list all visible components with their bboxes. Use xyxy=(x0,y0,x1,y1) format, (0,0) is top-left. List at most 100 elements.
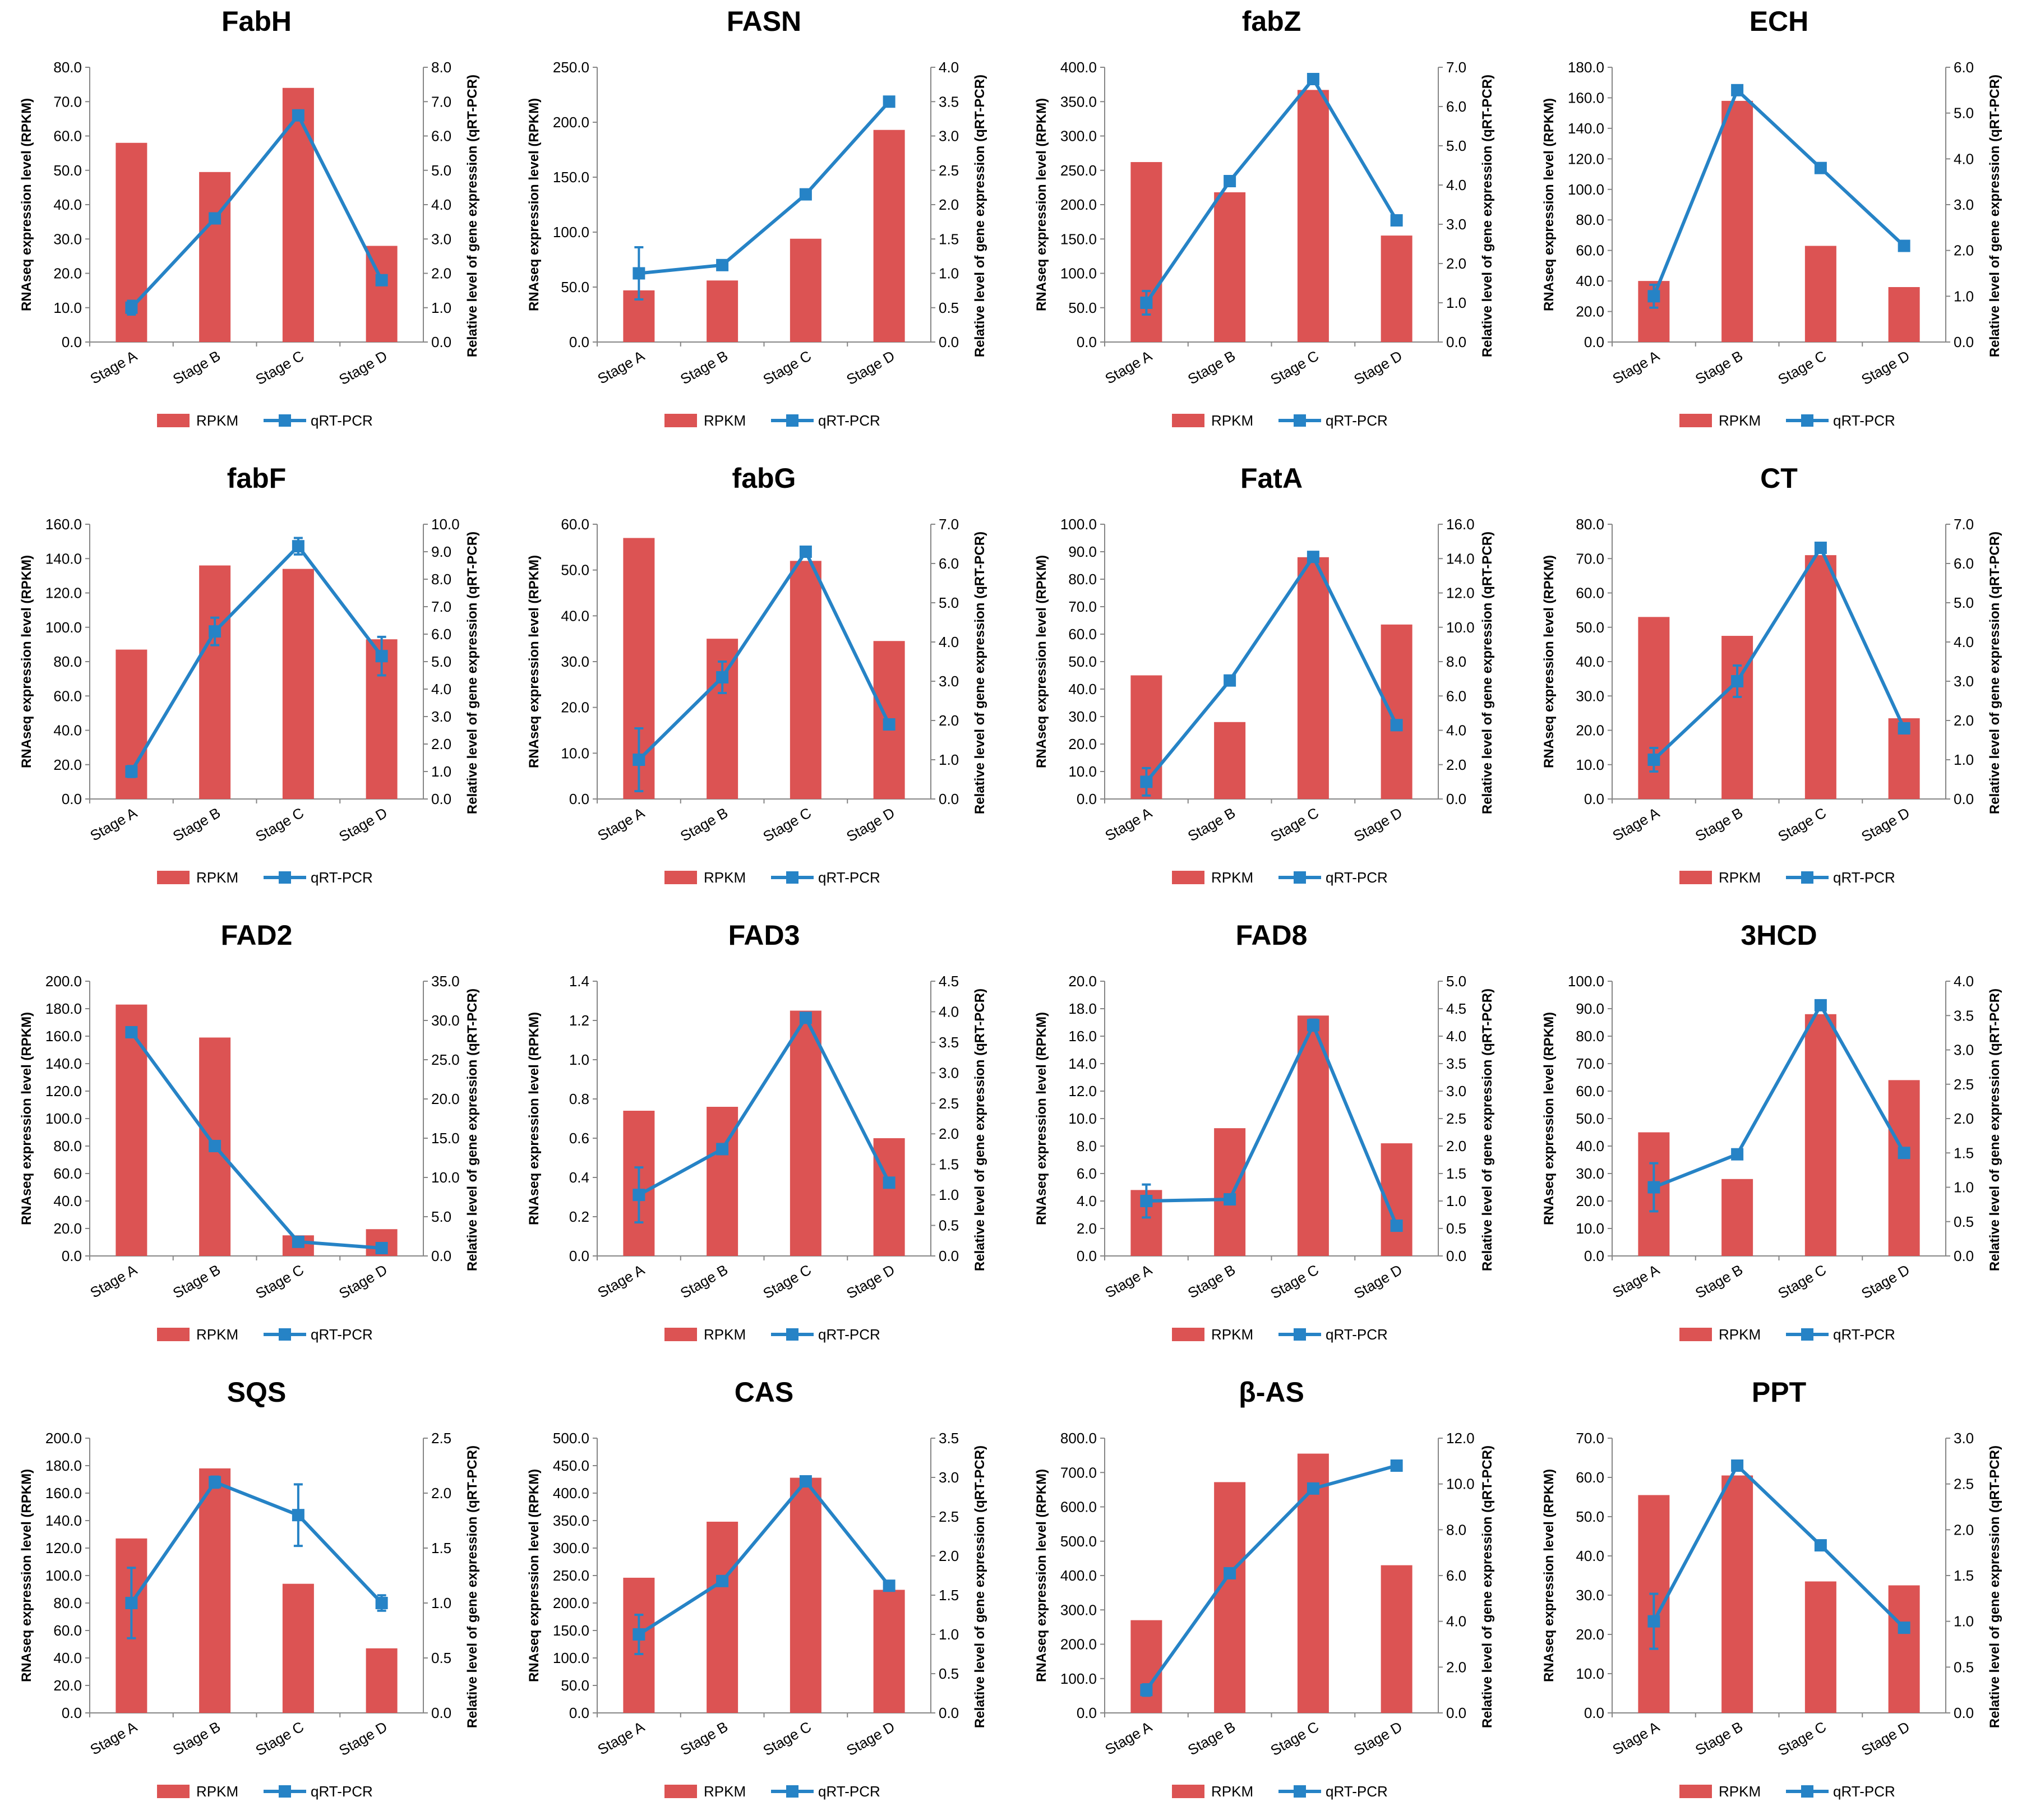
left-tick-label: 40.0 xyxy=(1576,653,1604,670)
chart-title: FabH xyxy=(221,6,292,37)
category-label: Stage A xyxy=(1609,347,1662,387)
left-tick-label: 300.0 xyxy=(553,1540,589,1556)
qrtpcr-point xyxy=(1731,1459,1744,1472)
left-tick-label: 100.0 xyxy=(1060,516,1097,533)
legend-label-qrtpcr: qRT-PCR xyxy=(1833,1326,1895,1343)
right-tick-label: 0.0 xyxy=(939,1704,959,1721)
right-tick-label: 0.0 xyxy=(1954,1248,1974,1264)
left-tick-label: 50.0 xyxy=(561,279,589,295)
left-tick-label: 800.0 xyxy=(1060,1430,1097,1447)
category-label: Stage D xyxy=(336,1718,390,1759)
legend-label-rpkm: RPKM xyxy=(1211,1326,1253,1343)
left-tick-label: 60.0 xyxy=(53,128,82,145)
right-tick-label: 4.0 xyxy=(1954,634,1974,650)
legend-swatch-rpkm xyxy=(664,871,697,884)
legend-label-qrtpcr: qRT-PCR xyxy=(818,869,880,886)
category-label: Stage A xyxy=(1102,1261,1155,1301)
category-label: Stage C xyxy=(1268,1718,1322,1759)
legend-marker-qrtpcr xyxy=(1294,414,1306,427)
y-axis-title: RNAseq expression level (RPKM) xyxy=(527,1469,542,1682)
category-label: Stage A xyxy=(594,1718,647,1758)
left-tick-label: 0.0 xyxy=(1077,1704,1097,1721)
left-tick-label: 450.0 xyxy=(553,1457,589,1474)
qrtpcr-point xyxy=(1224,175,1236,187)
left-tick-label: 0.6 xyxy=(569,1130,589,1147)
right-tick-label: 0.5 xyxy=(431,1650,451,1666)
qrtpcr-point xyxy=(1307,1482,1319,1495)
right-tick-label: 1.0 xyxy=(939,751,959,768)
left-tick-label: 0.0 xyxy=(569,791,589,807)
legend-label-rpkm: RPKM xyxy=(1719,412,1761,429)
rpkm-bar xyxy=(1381,1565,1413,1713)
right-tick-label: 2.0 xyxy=(939,712,959,729)
left-tick-label: 100.0 xyxy=(1060,1670,1097,1687)
qrtpcr-point xyxy=(1390,719,1403,732)
left-tick-label: 0.0 xyxy=(62,334,82,350)
y-axis-title: RNAseq expression level (RPKM) xyxy=(1541,1469,1557,1682)
category-label: Stage D xyxy=(843,1718,897,1759)
right-tick-label: 2.0 xyxy=(1954,1110,1974,1127)
qrtpcr-point xyxy=(375,650,388,663)
qrtpcr-point xyxy=(1140,1684,1153,1697)
left-tick-label: 350.0 xyxy=(1060,93,1097,110)
legend-label-rpkm: RPKM xyxy=(1211,412,1253,429)
y-axis-title: RNAseq expression level (RPKM) xyxy=(1034,555,1049,768)
left-tick-label: 600.0 xyxy=(1060,1499,1097,1516)
rpkm-bar xyxy=(1804,1581,1836,1713)
right-tick-label: 0.5 xyxy=(939,299,959,316)
qrtpcr-point xyxy=(209,212,221,225)
category-label: Stage D xyxy=(1858,347,1912,388)
legend-swatch-rpkm xyxy=(1172,1785,1204,1798)
right-tick-label: 3.0 xyxy=(1954,673,1974,690)
left-tick-label: 0.0 xyxy=(1077,334,1097,350)
y-right-axis-title: Relative level of gene expression (qRT-P… xyxy=(1480,532,1495,814)
left-tick-label: 100.0 xyxy=(553,1650,589,1666)
category-label: Stage C xyxy=(1775,347,1829,388)
y-axis-title: RNAseq expression level (RPKM) xyxy=(19,1012,34,1225)
right-tick-label: 3.5 xyxy=(939,1430,959,1447)
right-tick-label: 1.0 xyxy=(939,1626,959,1643)
category-label: Stage C xyxy=(760,804,814,845)
legend-label-qrtpcr: qRT-PCR xyxy=(1326,412,1388,429)
category-label: Stage B xyxy=(1692,347,1746,387)
rpkm-bar xyxy=(1888,287,1920,342)
qrtpcr-point xyxy=(125,1026,138,1038)
right-tick-label: 1.5 xyxy=(939,230,959,247)
right-tick-label: 8.0 xyxy=(431,571,451,588)
right-tick-label: 2.0 xyxy=(431,1485,451,1502)
left-tick-label: 100.0 xyxy=(45,619,82,636)
left-tick-label: 60.0 xyxy=(53,687,82,704)
chart-panel: FabH 0.0 10.0 20.0 30.0 40.0 50.0 60.0 70.0 80.0 0… xyxy=(19,6,480,429)
category-label: Stage D xyxy=(843,1261,897,1302)
right-tick-label: 8.0 xyxy=(1446,653,1466,670)
left-tick-label: 160.0 xyxy=(45,516,82,533)
legend-marker-qrtpcr xyxy=(1801,871,1813,884)
left-tick-label: 350.0 xyxy=(553,1512,589,1529)
right-tick-label: 5.0 xyxy=(939,594,959,611)
legend-swatch-rpkm xyxy=(1172,1328,1204,1341)
right-tick-label: 0.0 xyxy=(1446,1704,1466,1721)
left-tick-label: 1.0 xyxy=(569,1051,589,1068)
legend-label-rpkm: RPKM xyxy=(1719,1783,1761,1800)
qrtpcr-point xyxy=(1814,999,1827,1011)
rpkm-bar xyxy=(1297,1015,1329,1256)
right-tick-label: 0.0 xyxy=(431,334,451,350)
left-tick-label: 20.0 xyxy=(1576,303,1604,320)
qrtpcr-point xyxy=(883,1176,896,1189)
left-tick-label: 30.0 xyxy=(1576,1165,1604,1182)
chart-title: 3HCD xyxy=(1741,920,1817,951)
rpkm-bar xyxy=(1214,1128,1246,1256)
left-tick-label: 80.0 xyxy=(1576,516,1604,533)
legend-label-qrtpcr: qRT-PCR xyxy=(1833,412,1895,429)
category-label: Stage D xyxy=(336,347,390,388)
right-tick-label: 2.0 xyxy=(1446,756,1466,773)
left-tick-label: 0.0 xyxy=(1584,1248,1604,1264)
left-tick-label: 160.0 xyxy=(45,1485,82,1502)
right-tick-label: 1.0 xyxy=(1954,1179,1974,1196)
y-right-axis-title: Relative level of gene expression (qRT-P… xyxy=(1987,75,2002,357)
left-tick-label: 50.0 xyxy=(1068,299,1097,316)
qrtpcr-line xyxy=(638,1016,891,1197)
right-tick-label: 4.0 xyxy=(939,634,959,650)
qrtpcr-point xyxy=(1647,754,1660,766)
left-tick-label: 4.0 xyxy=(1077,1193,1097,1209)
